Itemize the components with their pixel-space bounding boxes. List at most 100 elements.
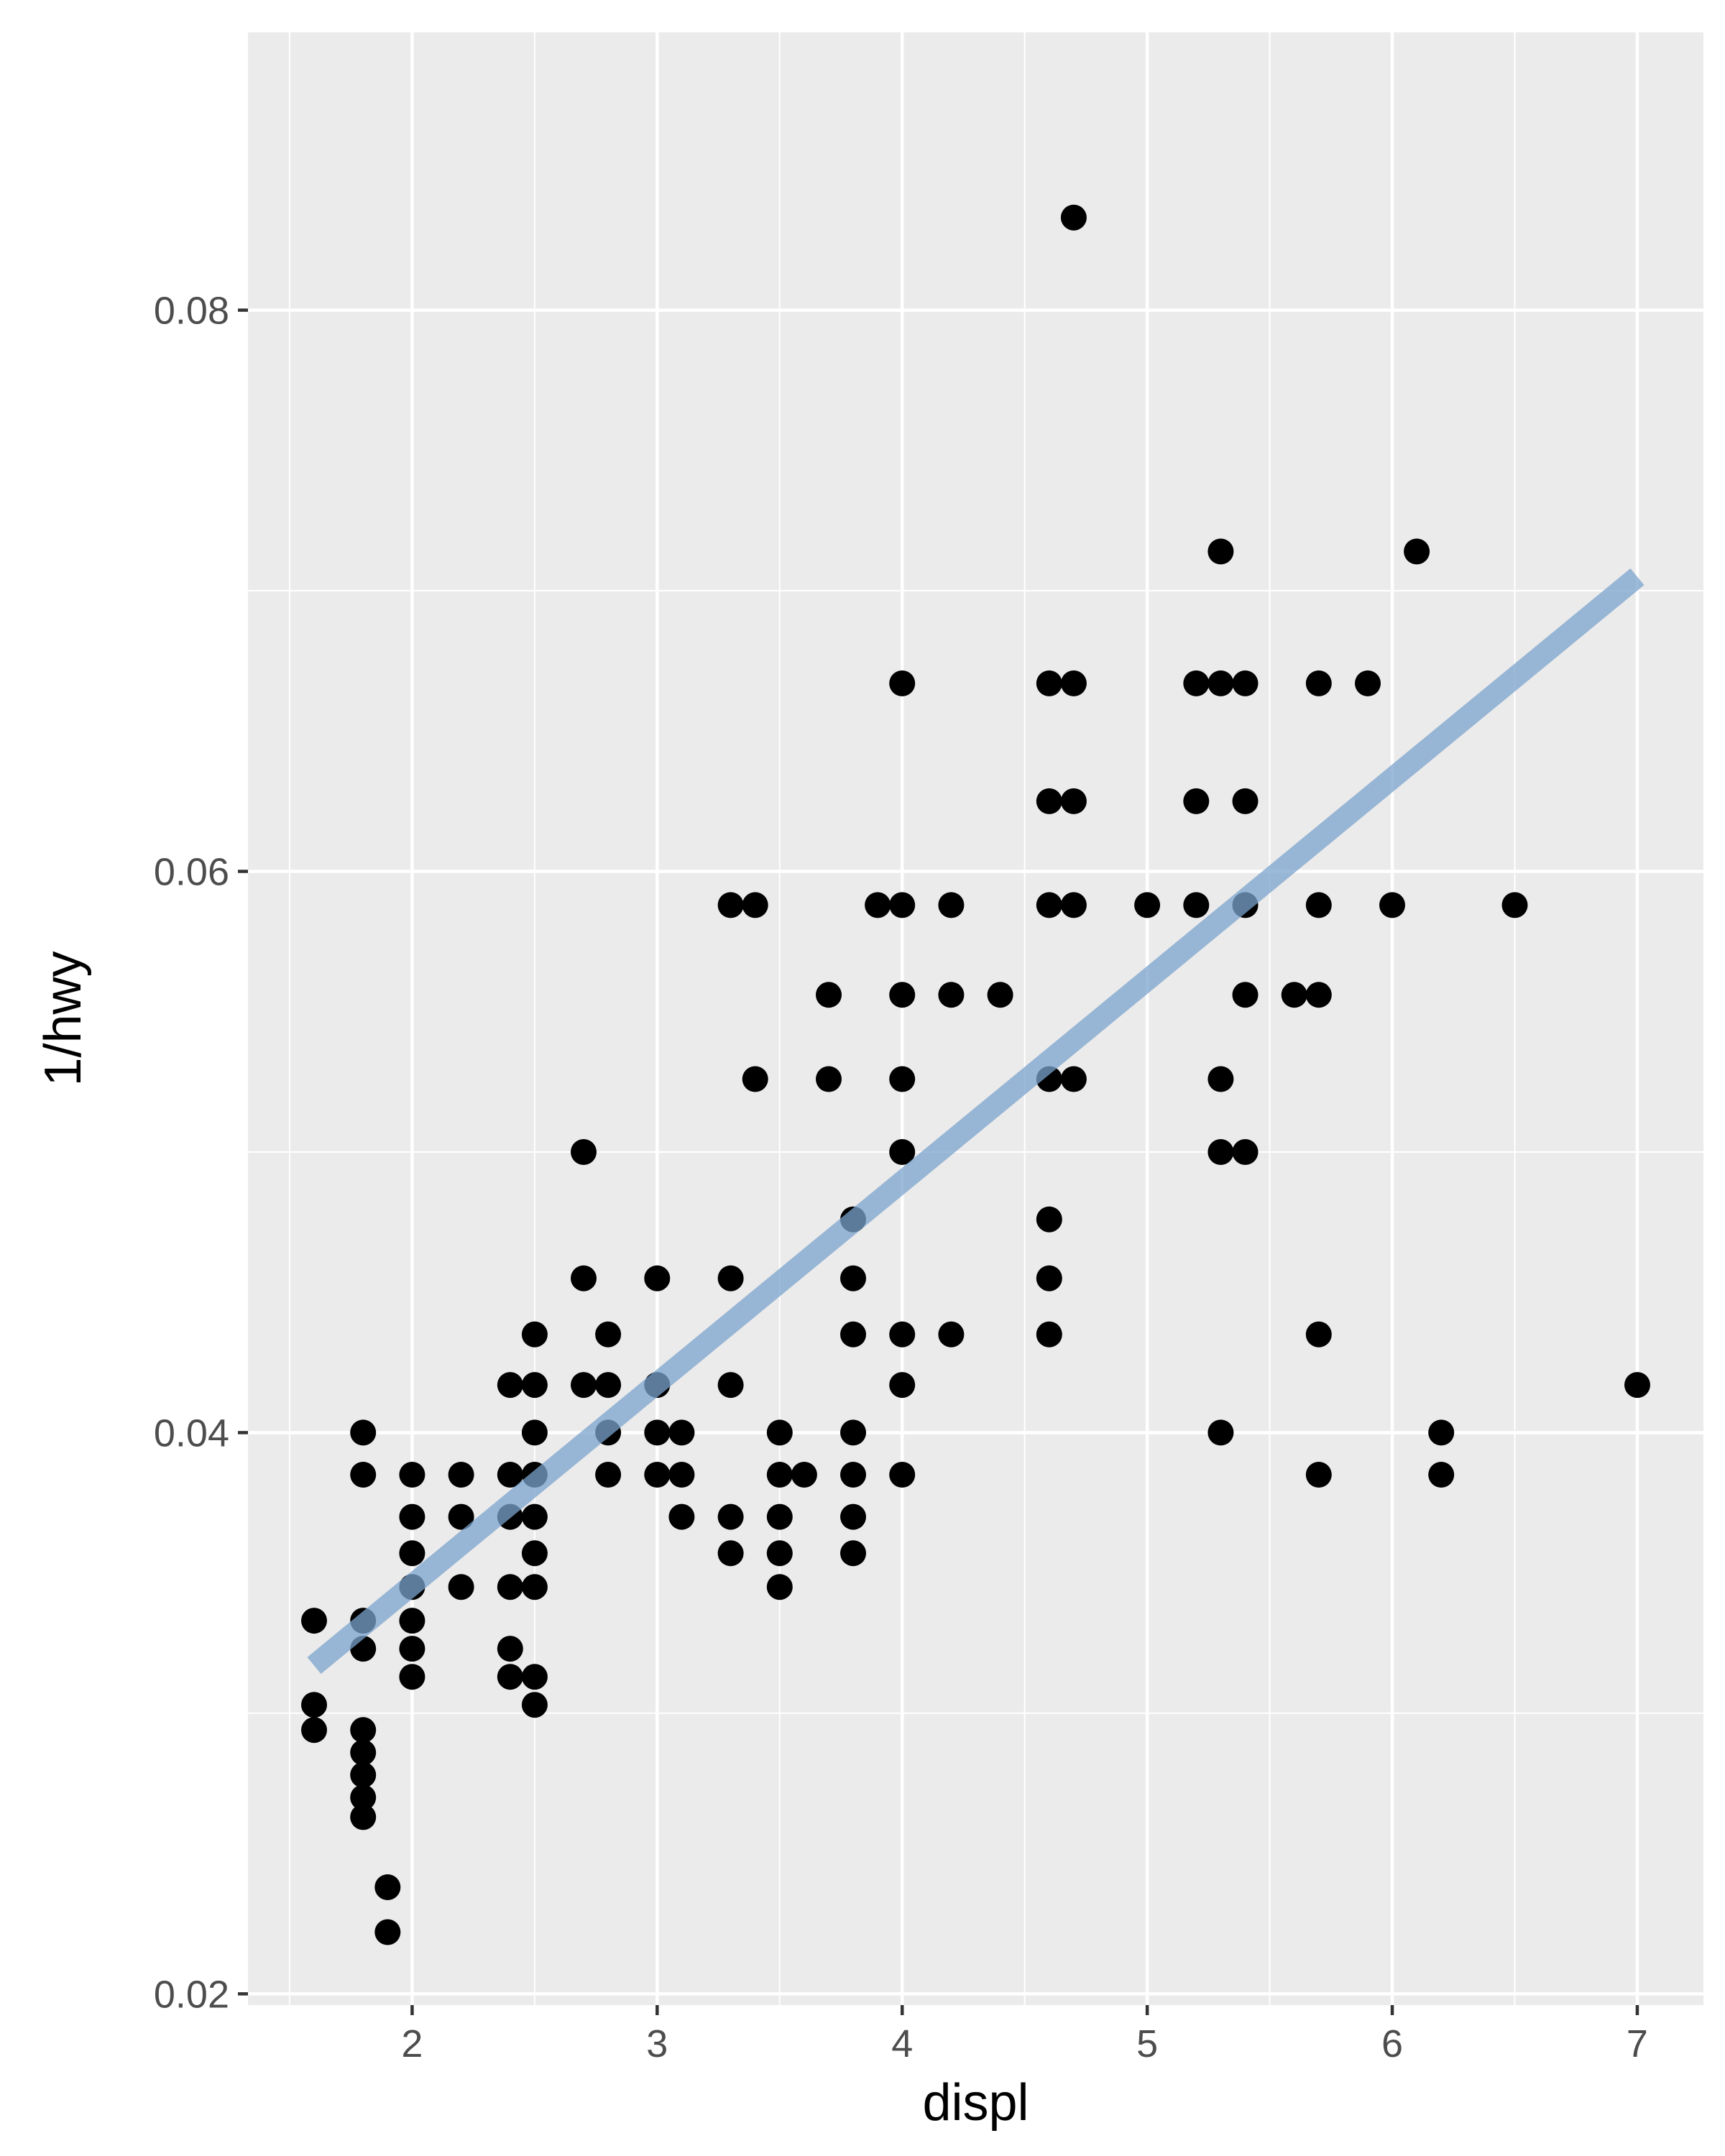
data-point <box>399 1540 426 1567</box>
regression-line <box>307 568 1644 1674</box>
data-point <box>521 1503 548 1530</box>
data-point <box>816 1066 842 1092</box>
data-point <box>889 1139 916 1165</box>
data-point <box>350 1784 377 1811</box>
data-point <box>350 1462 377 1488</box>
y-axis-title: 1/hwy <box>34 951 92 1086</box>
data-point <box>717 1540 744 1567</box>
grid-minor-lines <box>248 32 1703 2005</box>
x-tick-label: 5 <box>1136 2022 1158 2065</box>
data-point <box>301 1717 327 1743</box>
data-point <box>668 1419 695 1446</box>
data-point <box>938 1321 965 1348</box>
tick-labels: 2 3 4 5 6 7 0.02 0.04 0.06 0.08 <box>154 290 1648 2065</box>
data-point <box>1183 670 1210 696</box>
data-point <box>1281 982 1307 1008</box>
data-point <box>766 1462 793 1488</box>
data-point <box>1404 538 1430 565</box>
data-point <box>399 1608 426 1634</box>
data-point <box>668 1503 695 1530</box>
data-point <box>448 1462 474 1488</box>
data-point <box>1060 892 1087 918</box>
data-point <box>1060 1066 1087 1092</box>
data-point <box>399 1462 426 1488</box>
data-point <box>865 892 891 918</box>
x-tick-label: 2 <box>401 2022 423 2065</box>
data-point <box>350 1761 377 1788</box>
data-point <box>301 1608 327 1634</box>
data-point <box>766 1574 793 1600</box>
data-point <box>521 1321 548 1348</box>
data-point <box>644 1265 671 1291</box>
data-point <box>889 1462 916 1488</box>
data-point <box>840 1419 866 1446</box>
data-point <box>350 1717 377 1743</box>
data-point <box>889 1066 916 1092</box>
data-point <box>1355 670 1381 696</box>
data-point <box>374 1874 401 1900</box>
data-point <box>1379 892 1405 918</box>
data-point <box>889 982 916 1008</box>
data-point <box>399 1664 426 1690</box>
data-point <box>1305 892 1332 918</box>
data-point <box>889 1372 916 1399</box>
data-point <box>374 1919 401 1945</box>
data-point <box>668 1462 695 1488</box>
data-point <box>350 1739 377 1766</box>
x-tick-label: 7 <box>1627 2022 1648 2065</box>
data-point <box>1428 1419 1455 1446</box>
data-point <box>497 1664 523 1690</box>
data-point <box>717 1265 744 1291</box>
fit-line-layer <box>307 568 1644 1674</box>
data-point <box>571 1372 597 1399</box>
data-point <box>399 1636 426 1662</box>
data-point <box>742 1066 768 1092</box>
data-point <box>1232 670 1259 696</box>
data-point <box>497 1462 523 1488</box>
data-point <box>1208 1419 1234 1446</box>
data-point <box>766 1503 793 1530</box>
x-axis-title: displ <box>922 2074 1029 2132</box>
data-point <box>350 1804 377 1830</box>
data-point <box>1036 1206 1062 1233</box>
data-point <box>644 1419 671 1446</box>
data-point <box>766 1419 793 1446</box>
data-point <box>766 1540 793 1567</box>
x-tick-label: 4 <box>891 2022 913 2065</box>
data-point <box>717 1503 744 1530</box>
data-point <box>1060 670 1087 696</box>
data-point <box>571 1265 597 1291</box>
data-point <box>521 1692 548 1718</box>
data-point <box>1208 1066 1234 1092</box>
data-point <box>1428 1462 1455 1488</box>
data-point <box>521 1419 548 1446</box>
data-point <box>938 982 965 1008</box>
data-point <box>791 1462 817 1488</box>
data-point <box>521 1574 548 1600</box>
axis-ticks <box>238 308 1639 2015</box>
data-point <box>717 1372 744 1399</box>
data-point <box>889 670 916 696</box>
data-point <box>1036 1265 1062 1291</box>
x-tick-label: 3 <box>646 2022 668 2065</box>
y-tick-label: 0.08 <box>154 290 229 333</box>
data-point <box>595 1462 622 1488</box>
data-point <box>840 1321 866 1348</box>
data-point <box>987 982 1013 1008</box>
data-point <box>595 1321 622 1348</box>
x-tick-label: 6 <box>1381 2022 1403 2065</box>
plot-panel <box>248 32 1703 2005</box>
data-point <box>644 1462 671 1488</box>
data-point <box>816 982 842 1008</box>
data-point <box>521 1664 548 1690</box>
data-point <box>1183 788 1210 814</box>
data-point <box>399 1503 426 1530</box>
data-point <box>938 892 965 918</box>
data-point <box>521 1372 548 1399</box>
data-point <box>1208 670 1234 696</box>
data-point <box>1501 892 1528 918</box>
data-point <box>448 1574 474 1600</box>
y-tick-label: 0.06 <box>154 851 229 894</box>
